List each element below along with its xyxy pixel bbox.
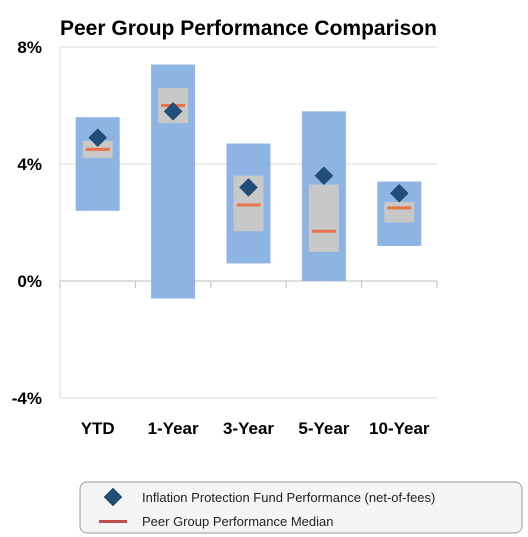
x-tick-label: YTD — [81, 419, 115, 438]
legend-label-fund: Inflation Protection Fund Performance (n… — [142, 490, 435, 505]
median-line — [85, 147, 110, 151]
median-line — [236, 203, 261, 207]
dash-icon — [99, 520, 127, 523]
y-tick-label: -4% — [12, 389, 42, 408]
chart-title: Peer Group Performance Comparison — [60, 17, 437, 40]
median-line — [387, 206, 412, 210]
iqr-box — [308, 184, 339, 252]
iqr-box — [384, 202, 415, 223]
x-tick-label: 10-Year — [369, 419, 430, 438]
x-tick-label: 1-Year — [148, 419, 199, 438]
fund-marker — [314, 166, 334, 186]
legend-box — [79, 481, 523, 534]
fund-marker — [163, 101, 183, 121]
x-axis: YTD 1-Year 3-Year 5-Year 10-Year — [59, 280, 438, 438]
diamond-icon — [103, 487, 123, 507]
y-axis: 8% 4% 0% -4% — [12, 38, 61, 408]
legend: Inflation Protection Fund Performance (n… — [79, 481, 523, 534]
fund-marker — [88, 128, 108, 148]
fund-marker — [389, 183, 409, 203]
x-tick-label: 5-Year — [298, 419, 349, 438]
fund-marker — [239, 178, 258, 197]
y-tick-label: 4% — [17, 155, 42, 174]
y-tick-label: 0% — [17, 272, 42, 291]
legend-label-median: Peer Group Performance Median — [142, 514, 333, 529]
fund-markers — [88, 101, 409, 203]
y-tick-label: 8% — [17, 38, 42, 57]
x-tick-label: 3-Year — [223, 419, 274, 438]
median-line — [311, 229, 336, 233]
